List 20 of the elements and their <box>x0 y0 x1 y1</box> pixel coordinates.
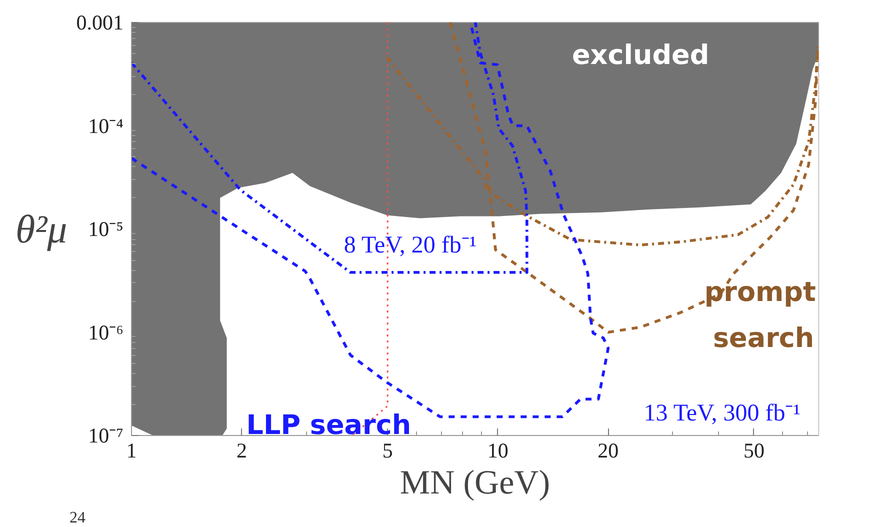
y-tick-label: 10⁻⁵ <box>88 217 124 241</box>
y-tick-label: 10⁻⁷ <box>88 424 124 448</box>
annotation: excluded <box>572 40 710 72</box>
x-tick-label: 5 <box>382 438 393 462</box>
y-axis-title: θ²μ <box>16 206 68 252</box>
text: 24 <box>70 510 86 526</box>
annotation: prompt <box>704 276 816 308</box>
y-tick-label: 10⁻⁶ <box>88 320 124 344</box>
annotation: LLP search <box>246 410 412 442</box>
annotation: 8 TeV, 20 fb⁻¹ <box>344 232 477 258</box>
x-tick-label: 1 <box>126 438 137 462</box>
annotation: search <box>712 322 814 354</box>
x-tick-label: 10 <box>487 438 508 462</box>
x-axis-title: MN (GeV) <box>400 464 550 502</box>
x-tick-label: 2 <box>236 438 248 462</box>
annotation: 13 TeV, 300 fb⁻¹ <box>644 400 800 426</box>
y-tick-label: 10⁻⁴ <box>88 114 124 138</box>
x-tick-label: 50 <box>743 438 764 462</box>
y-tick-label: 0.001 <box>76 10 124 34</box>
x-tick-label: 20 <box>598 438 619 462</box>
